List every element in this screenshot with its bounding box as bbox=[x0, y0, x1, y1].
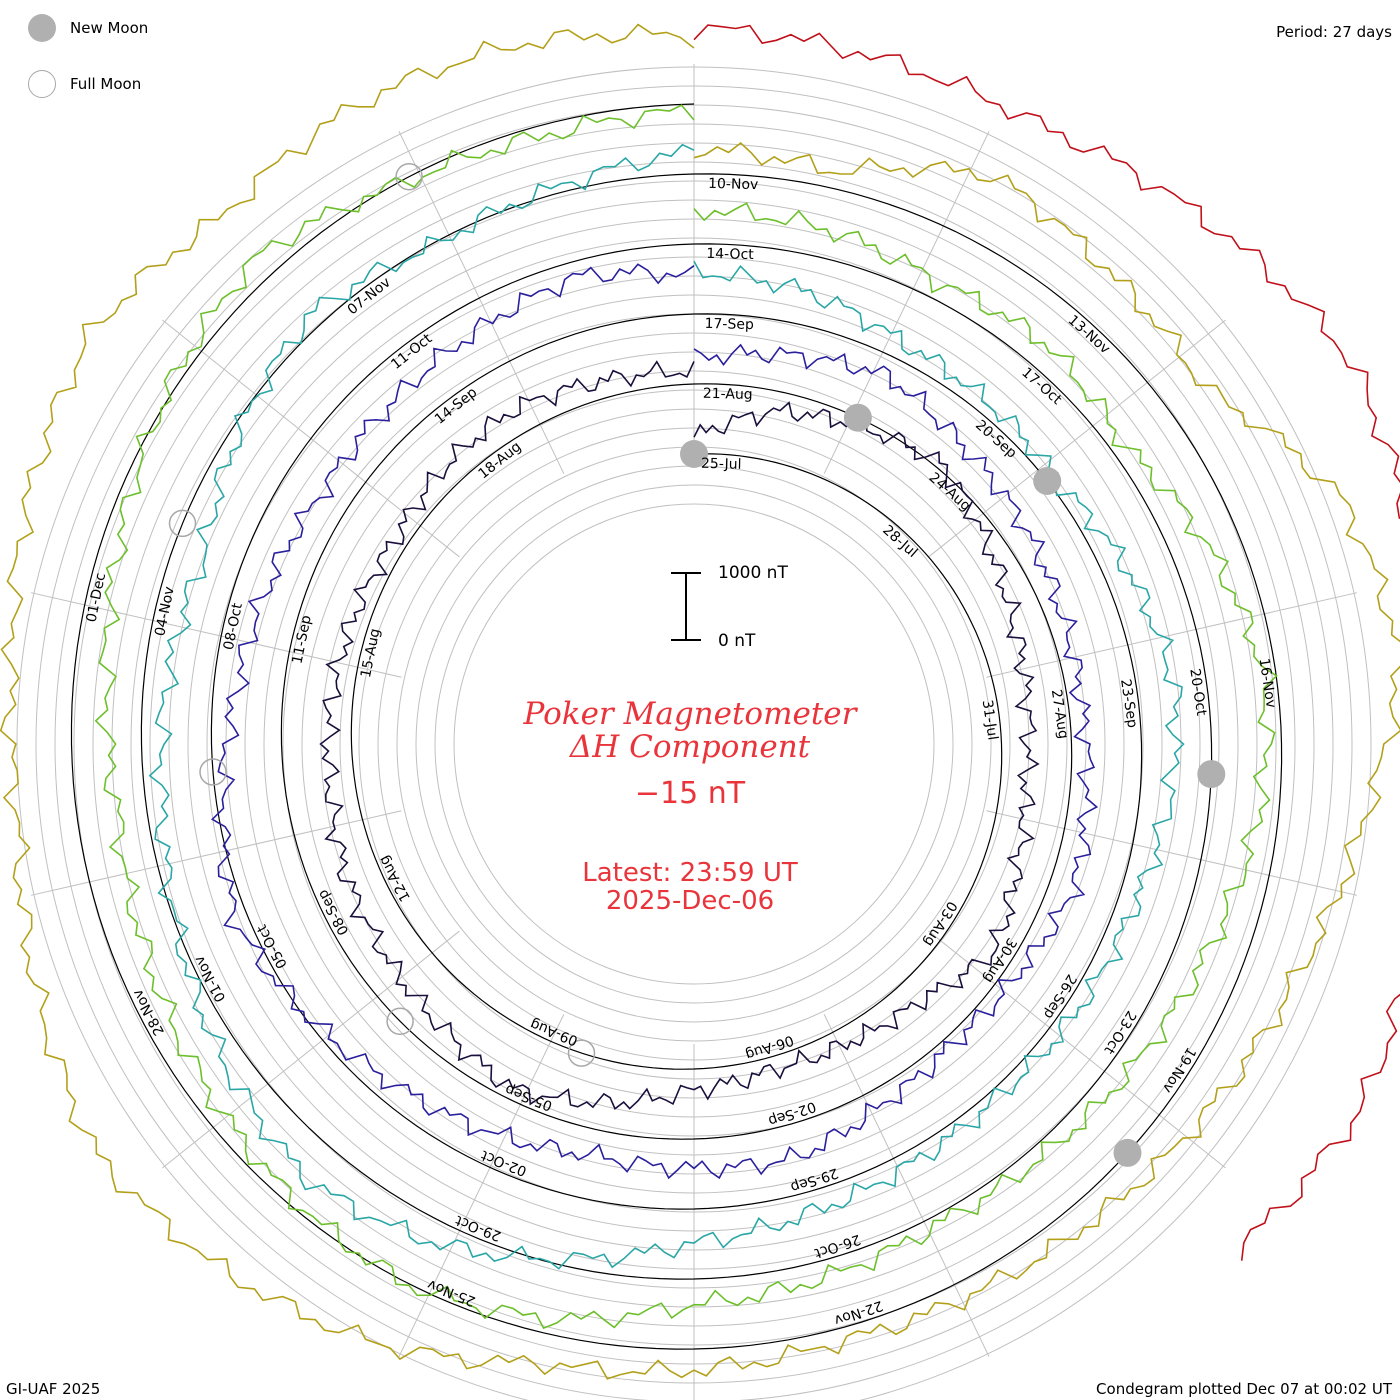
date-label: 11-Sep bbox=[289, 614, 314, 666]
grid-spoke bbox=[398, 1014, 565, 1357]
full-moon-marker bbox=[199, 758, 227, 786]
series-rotation-6 bbox=[693, 24, 1400, 1261]
grid-spoke bbox=[928, 930, 1226, 1169]
grid-spoke bbox=[30, 810, 402, 896]
grid-spoke bbox=[30, 592, 402, 678]
series-rotation-2 bbox=[210, 263, 1099, 1180]
rotation-baselines bbox=[70, 103, 1283, 1350]
new-moon-marker bbox=[1033, 467, 1062, 495]
date-label: 09-Aug bbox=[528, 1015, 580, 1048]
new-moon-marker bbox=[680, 440, 708, 468]
date-label: 04-Nov bbox=[152, 585, 178, 637]
full-moon-marker bbox=[168, 509, 197, 538]
series-rotation-1 bbox=[319, 360, 1040, 1110]
date-label: 20-Oct bbox=[1186, 668, 1209, 718]
series-rotation-4 bbox=[94, 104, 1278, 1330]
grid-spoke bbox=[928, 319, 1226, 558]
period-label: Period: 27 days bbox=[1276, 23, 1392, 41]
date-label: 24-Aug bbox=[926, 470, 974, 515]
scale-bar bbox=[671, 572, 701, 641]
grid-spoke bbox=[162, 930, 460, 1169]
legend-new-moon-label: New Moon bbox=[70, 19, 149, 37]
date-label: 08-Sep bbox=[315, 887, 353, 938]
grid-circle bbox=[453, 503, 935, 985]
date-label: 31-Jul bbox=[979, 699, 1001, 741]
baseline-rotation-5 bbox=[70, 103, 1283, 1350]
moon-markers bbox=[168, 162, 1226, 1167]
scale-bar-bottom-label: 0 nT bbox=[718, 631, 756, 651]
grid-spoke bbox=[823, 1014, 990, 1357]
date-label: 27-Aug bbox=[1048, 688, 1071, 740]
date-label: 06-Aug bbox=[743, 1032, 795, 1063]
grid-circle bbox=[434, 484, 954, 1004]
date-label: 05-Sep bbox=[503, 1081, 555, 1114]
baseline-rotation-4 bbox=[140, 173, 1213, 1280]
current-value: −15 nT bbox=[634, 776, 746, 811]
grid-spoke bbox=[986, 810, 1358, 896]
date-label: 10-Nov bbox=[708, 176, 759, 193]
full-moon-marker bbox=[386, 1007, 414, 1036]
date-label: 20-Sep bbox=[972, 417, 1020, 462]
new-moon-marker bbox=[1113, 1138, 1142, 1167]
date-label: 14-Oct bbox=[706, 246, 754, 263]
latest-date: 2025-Dec-06 bbox=[605, 886, 775, 916]
date-label: 16-Nov bbox=[1256, 657, 1279, 709]
date-label: 02-Oct bbox=[479, 1146, 530, 1178]
baseline-rotation-2 bbox=[280, 313, 1073, 1140]
date-label: 21-Aug bbox=[703, 386, 753, 403]
date-label: 15-Aug bbox=[358, 627, 384, 679]
baseline-rotation-3 bbox=[210, 243, 1143, 1210]
date-label: 17-Sep bbox=[704, 316, 754, 333]
latest-time: Latest: 23:59 UT bbox=[582, 858, 798, 888]
legend-new-moon: New Moon bbox=[28, 14, 148, 42]
chart-title-line1: Poker Magnetometer bbox=[523, 696, 857, 732]
credit-label: GI-UAF 2025 bbox=[6, 1380, 101, 1398]
chart-title-line2: ΔH Component bbox=[569, 729, 811, 765]
data-series bbox=[0, 23, 1400, 1380]
grid-spoke bbox=[398, 131, 565, 474]
plotted-label: Condegram plotted Dec 07 at 00:02 UT bbox=[1096, 1380, 1392, 1398]
date-label: 01-Dec bbox=[84, 572, 110, 624]
legend-full-moon: Full Moon bbox=[28, 70, 141, 98]
full-moon-marker bbox=[567, 1039, 596, 1067]
series-rotation-5 bbox=[0, 23, 1400, 1380]
grid-spoke bbox=[986, 592, 1358, 678]
series-rotation-3 bbox=[148, 143, 1185, 1270]
full-moon-icon bbox=[28, 70, 56, 98]
new-moon-icon bbox=[28, 14, 56, 42]
date-label: 25-Jul bbox=[701, 456, 742, 473]
scale-bar-top-label: 1000 nT bbox=[718, 563, 788, 583]
radial-grid bbox=[16, 64, 1372, 1400]
baseline-rotation-1 bbox=[350, 383, 1003, 1070]
date-label: 13-Nov bbox=[1065, 312, 1113, 357]
legend-full-moon-label: Full Moon bbox=[70, 75, 142, 93]
full-moon-marker bbox=[395, 162, 423, 191]
new-moon-marker bbox=[1197, 760, 1226, 789]
new-moon-marker bbox=[843, 403, 872, 432]
date-label: 23-Sep bbox=[1117, 678, 1140, 729]
